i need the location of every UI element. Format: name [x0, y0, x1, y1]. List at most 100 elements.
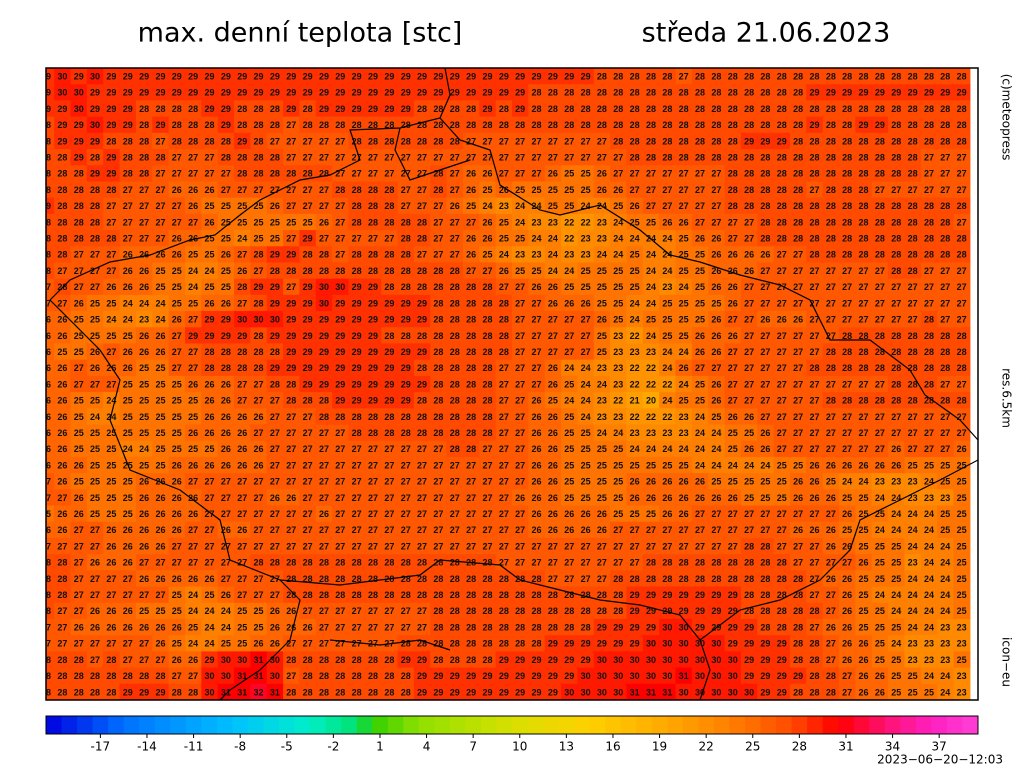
cell-value: 27: [368, 169, 378, 179]
cell-value: 28: [417, 331, 427, 341]
cell-value: 27: [123, 655, 133, 665]
grid-cell: [168, 68, 186, 85]
grid-cell: [920, 213, 938, 231]
grid-cell: [495, 262, 513, 280]
cell-value: 27: [254, 477, 264, 487]
cell-value: 29: [581, 655, 591, 665]
cell-value: 29: [368, 282, 378, 292]
grid-cell: [364, 132, 382, 150]
cell-value: 27: [303, 201, 313, 211]
cell-value: 27: [270, 460, 280, 470]
cell-value: 25: [662, 460, 672, 470]
grid-cell: [103, 68, 121, 85]
cell-value: 28: [417, 104, 427, 114]
grid-cell: [430, 68, 448, 85]
cell-value: 25: [74, 396, 84, 406]
cell-value: 26: [450, 201, 460, 211]
cell-value: 29: [401, 298, 411, 308]
grid-cell: [446, 230, 464, 247]
cell-value: 29: [482, 104, 492, 114]
cell-value: 27: [352, 509, 362, 519]
cell-value: 27: [908, 412, 918, 422]
cell-value: 28: [924, 363, 934, 373]
cell-value: 28: [859, 185, 869, 195]
cell-value: 28: [777, 153, 787, 163]
cell-value: 24: [875, 493, 885, 503]
cell-value: 29: [630, 639, 640, 649]
cell-value: 27: [384, 153, 394, 163]
grid-cell: [888, 116, 906, 134]
cell-value: 26: [548, 428, 558, 438]
grid-cell: [610, 197, 628, 215]
cell-value: 26: [221, 460, 231, 470]
cell-value: 29: [744, 655, 754, 665]
cell-value: 29: [155, 88, 165, 98]
cell-value: 26: [57, 460, 67, 470]
cell-value: 28: [613, 136, 623, 146]
cell-value: 28: [319, 412, 329, 422]
cell-value: 26: [515, 493, 525, 503]
cell-value: 24: [630, 234, 640, 244]
colorbar-label: 16: [605, 740, 620, 754]
colorbar-label: 19: [652, 740, 667, 754]
cell-value: 25: [188, 412, 198, 422]
cell-value: 29: [368, 71, 378, 81]
grid-cell: [593, 132, 611, 150]
grid-cell: [184, 100, 202, 118]
grid-cell: [266, 262, 284, 280]
cell-value: 25: [90, 477, 100, 487]
cell-value: 27: [368, 460, 378, 470]
cell-value: 27: [352, 234, 362, 244]
cell-value: 28: [319, 169, 329, 179]
cell-value: 29: [924, 88, 934, 98]
cell-value: 28: [891, 169, 901, 179]
cell-value: 25: [155, 428, 165, 438]
cell-value: 25: [679, 250, 689, 260]
cell-value: 28: [908, 153, 918, 163]
cell-value: 27: [303, 412, 313, 422]
cell-value: 27: [777, 444, 787, 454]
cell-value: 27: [908, 298, 918, 308]
cell-value: 28: [303, 266, 313, 276]
grid-cell: [348, 197, 366, 215]
cell-value: 27: [303, 541, 313, 551]
grid-cell: [839, 132, 856, 150]
cell-value: 29: [548, 671, 558, 681]
cell-value: 24: [940, 574, 950, 584]
cell-value: 25: [172, 379, 182, 389]
cell-value: 25: [728, 428, 738, 438]
cell-value: 24: [221, 606, 231, 616]
cell-value: 29: [41, 71, 51, 81]
cell-value: 28: [57, 574, 67, 584]
grid-cell: [119, 246, 137, 264]
grid-cell: [54, 132, 72, 150]
cell-value: 28: [809, 639, 819, 649]
grid-cell: [610, 230, 628, 247]
cell-value: 28: [254, 331, 264, 341]
cell-value: 28: [826, 217, 836, 227]
cell-value: 26: [74, 298, 84, 308]
grid-cell: [462, 68, 480, 85]
cell-value: 28: [711, 136, 721, 146]
colorbar-label: -2: [327, 740, 339, 754]
grid-cell: [708, 165, 726, 183]
cell-value: 22: [564, 217, 574, 227]
cell-value: 27: [237, 185, 247, 195]
cell-value: 28: [564, 606, 574, 616]
cell-value: 29: [303, 363, 313, 373]
grid-cell: [789, 84, 807, 102]
cell-value: 27: [548, 136, 558, 146]
grid-cell: [953, 181, 971, 199]
cell-value: 27: [303, 525, 313, 535]
cell-value: 29: [319, 363, 329, 373]
cell-value: 28: [270, 120, 280, 130]
cell-value: 27: [842, 282, 852, 292]
cell-value: 30: [90, 71, 100, 81]
cell-value: 25: [875, 574, 885, 584]
cell-value: 29: [401, 88, 411, 98]
cell-value: 28: [793, 120, 803, 130]
cell-value: 22: [581, 217, 591, 227]
cell-value: 29: [809, 88, 819, 98]
cell-value: 28: [515, 639, 525, 649]
cell-value: 27: [793, 363, 803, 373]
